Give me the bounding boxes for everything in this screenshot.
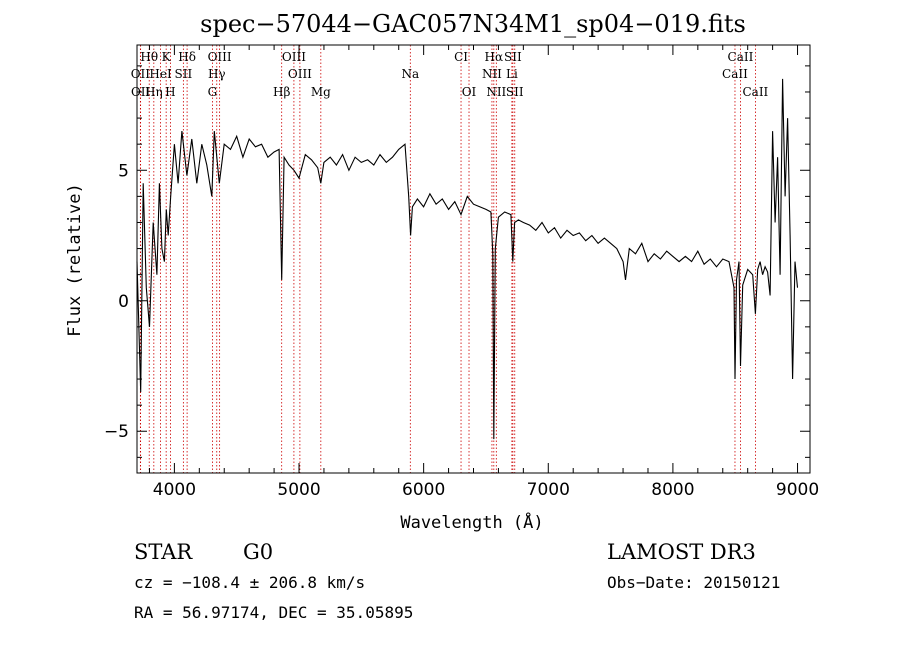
spectral-line-label: SII <box>506 85 524 99</box>
spectral-line-label: SII <box>175 67 193 81</box>
spectral-line-label: Hη <box>145 85 163 99</box>
spectral-line-label: CaII <box>728 50 754 64</box>
chart-title: spec−57044−GAC057N34M1_sp04−019.fits <box>200 10 746 38</box>
spectral-line-label: G <box>208 85 218 99</box>
spectral-line-label: NII <box>486 85 506 99</box>
spectral-line-label: Mg <box>311 85 331 99</box>
spectral-line-label: Li <box>506 67 518 81</box>
x-axis-label: Wavelength (Å) <box>400 511 543 533</box>
x-tick-label: 9000 <box>776 480 819 500</box>
spectral-line-label: Hα <box>485 50 504 64</box>
observation-date: Obs−Date: 20150121 <box>607 573 781 592</box>
y-axis-ticks: −5 0 5 <box>104 65 810 458</box>
sky-coordinates: RA = 56.97174, DEC = 35.05895 <box>134 603 414 622</box>
spectral-line-label: HeI <box>149 67 172 81</box>
survey-name: LAMOST DR3 <box>607 540 756 564</box>
plot-frame <box>136 44 811 474</box>
spectral-line-label: OIII <box>288 67 312 81</box>
object-subclass: G0 <box>243 540 274 564</box>
x-tick-label: 7000 <box>527 480 570 500</box>
spectral-line-label: Hβ <box>273 85 290 99</box>
flux-series-line <box>136 78 799 440</box>
spectral-line-label: Na <box>401 67 419 81</box>
spectral-line-label: OIII <box>208 50 232 64</box>
y-tick-label: −5 <box>104 422 129 442</box>
spectral-line-label: CI <box>454 50 468 64</box>
x-tick-label: 6000 <box>402 480 445 500</box>
spectral-line-label: OIII <box>282 50 306 64</box>
spectral-line-label: K <box>162 50 172 64</box>
x-tick-label: 8000 <box>651 480 694 500</box>
spectral-line-label: OI <box>462 85 477 99</box>
spectral-line-label: OII <box>131 67 151 81</box>
spectral-line-label: H <box>165 85 175 99</box>
x-tick-label: 5000 <box>277 480 320 500</box>
y-tick-label: 5 <box>118 161 129 181</box>
spectral-line-markers <box>139 45 756 473</box>
spectral-line-label: NII <box>482 67 502 81</box>
spectral-line-label: Hθ <box>140 50 158 64</box>
redshift-velocity: cz = −108.4 ± 206.8 km/s <box>134 573 366 592</box>
spectral-line-label: Hδ <box>178 50 196 64</box>
spectral-line-label: Hγ <box>208 67 226 81</box>
spectral-line-label: CaII <box>722 67 748 81</box>
x-tick-label: 4000 <box>153 480 196 500</box>
object-class: STAR <box>134 540 193 564</box>
x-axis-ticks: 4000 5000 6000 7000 8000 9000 <box>148 45 819 500</box>
spectral-line-label: CaII <box>742 85 768 99</box>
y-axis-label: Flux (relative) <box>65 183 85 337</box>
spectral-line-label: SII <box>504 50 522 64</box>
y-tick-label: 0 <box>118 292 129 312</box>
